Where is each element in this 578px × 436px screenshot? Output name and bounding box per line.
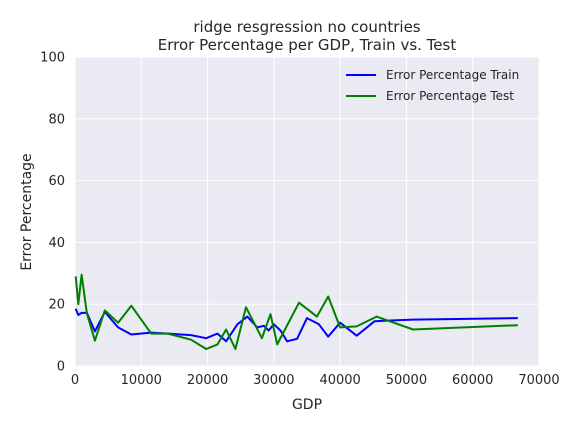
grid-lines	[74, 56, 540, 367]
x-tick-label: 10000	[121, 373, 162, 388]
plot-area	[75, 57, 539, 366]
y-tick-label: 60	[48, 174, 65, 189]
y-axis-label: Error Percentage	[19, 153, 35, 270]
legend: Error Percentage Train Error Percentage …	[346, 68, 519, 103]
x-tick-label: 0	[71, 373, 79, 388]
legend-label-test: Error Percentage Test	[386, 89, 514, 103]
legend-label-train: Error Percentage Train	[386, 68, 519, 82]
series-group	[74, 273, 518, 350]
y-tick-label: 40	[48, 236, 65, 251]
x-tick-label: 60000	[452, 373, 493, 388]
x-tick-label: 50000	[386, 373, 427, 388]
y-tick-label: 80	[48, 112, 65, 127]
x-tick-label: 30000	[253, 373, 294, 388]
series-line-test	[74, 273, 518, 350]
y-tick-label: 20	[48, 298, 65, 313]
tick-labels: 0 10000 20000 30000 40000 50000 60000 70000 0 20 4…	[40, 51, 560, 389]
chart-title-line-1: ridge resgression no countries	[193, 18, 420, 36]
x-tick-label: 70000	[518, 373, 559, 388]
y-tick-label: 100	[40, 51, 65, 66]
y-tick-label: 0	[57, 360, 65, 375]
chart-title-line-2: Error Percentage per GDP, Train vs. Test	[158, 36, 457, 54]
x-tick-label: 40000	[319, 373, 360, 388]
x-axis-label: GDP	[292, 397, 322, 413]
x-tick-label: 20000	[187, 373, 228, 388]
